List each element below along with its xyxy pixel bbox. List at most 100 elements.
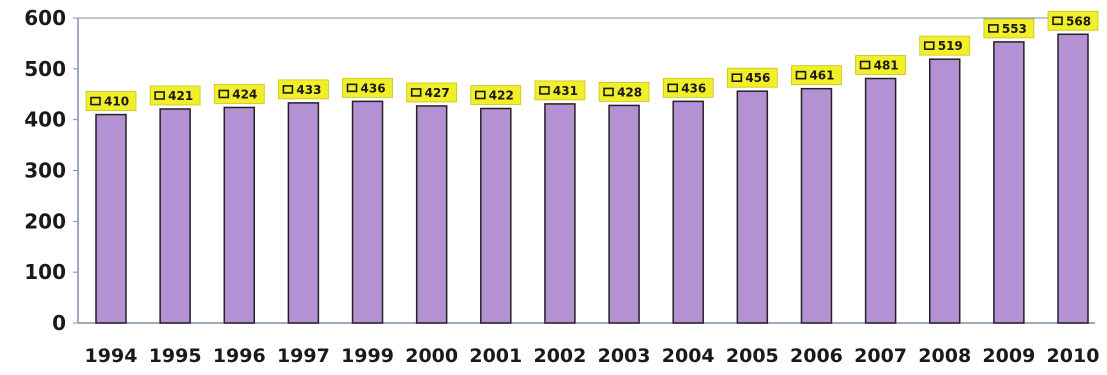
bar-2000	[415, 105, 448, 324]
bar-2008	[928, 58, 961, 324]
data-label-value: 461	[809, 69, 834, 83]
data-label-box	[470, 85, 522, 105]
data-label-1996: 424	[213, 84, 265, 104]
bar-1996	[223, 106, 256, 324]
data-label-value: 431	[553, 84, 578, 98]
legend-key-icon	[410, 88, 422, 97]
x-tick-label: 2000	[405, 345, 458, 367]
bar-2003	[608, 104, 640, 324]
data-labels-layer: 410 421 424 433 436 427 422 431 428 436 456 461 481 5…	[85, 10, 1099, 111]
data-label-2001: 422	[470, 85, 522, 105]
legend-key-icon	[795, 70, 807, 80]
bar-1995	[159, 108, 191, 324]
legend-key-icon	[859, 60, 871, 70]
x-tick-label: 1994	[85, 345, 138, 367]
bar-2001	[480, 107, 512, 324]
data-label-value: 519	[938, 39, 963, 53]
data-label-box	[149, 85, 201, 106]
x-tick-label: 2005	[726, 345, 779, 367]
data-label-1995: 421	[149, 85, 201, 106]
data-label-box	[406, 82, 458, 103]
bar-2010	[1057, 33, 1089, 324]
bar-1999	[351, 100, 384, 324]
legend-key-icon	[282, 85, 294, 94]
x-tick-label: 2007	[854, 345, 907, 367]
data-label-value: 427	[425, 86, 450, 100]
bar-1994	[95, 113, 127, 324]
x-tick-label: 1995	[149, 345, 202, 367]
y-tick-label: 400	[24, 108, 66, 132]
bar-2007	[864, 77, 897, 324]
data-label-box	[983, 18, 1035, 39]
y-tick-label: 500	[24, 57, 66, 81]
x-tick-label: 2008	[918, 345, 971, 367]
data-label-box	[85, 91, 137, 111]
data-label-value: 433	[296, 83, 321, 97]
data-label-2009: 553	[983, 18, 1035, 39]
data-label-value: 428	[617, 85, 642, 99]
data-label-2005: 456	[726, 67, 778, 88]
x-tick-label: 2004	[662, 345, 715, 367]
data-label-1994: 410	[85, 91, 137, 111]
data-label-2004: 436	[662, 77, 714, 98]
data-label-2002: 431	[534, 80, 586, 101]
x-tick-label: 1996	[213, 345, 266, 367]
legend-key-icon	[90, 96, 101, 106]
data-label-value: 421	[168, 89, 193, 103]
bar-2009	[993, 41, 1025, 324]
data-label-box	[662, 77, 714, 98]
bar-2004	[672, 100, 704, 324]
data-label-value: 436	[681, 81, 706, 95]
legend-key-icon	[1052, 16, 1063, 26]
data-label-box	[534, 80, 586, 101]
legend-key-icon	[923, 41, 935, 50]
bars-layer	[95, 33, 1089, 324]
data-label-value: 456	[745, 71, 770, 85]
legend-key-icon	[603, 87, 614, 97]
legend-key-icon	[988, 24, 999, 33]
data-label-value: 553	[1002, 22, 1027, 36]
data-label-value: 568	[1066, 14, 1091, 28]
x-tick-label: 2010	[1047, 345, 1100, 367]
bar-2005	[736, 90, 769, 324]
data-label-2008: 519	[919, 35, 971, 56]
data-label-2003: 428	[598, 82, 650, 102]
data-label-value: 481	[874, 58, 899, 72]
data-label-value: 424	[232, 87, 257, 101]
data-label-box	[726, 67, 778, 88]
data-label-2006: 461	[791, 65, 842, 86]
data-label-box	[342, 77, 393, 98]
data-label-box	[855, 55, 906, 75]
x-tick-label: 1997	[277, 345, 330, 367]
legend-key-icon	[667, 83, 679, 93]
legend-key-icon	[731, 73, 743, 82]
y-tick-label: 200	[24, 209, 66, 233]
y-ticks-layer: 0 100 200 300 400 500 600	[24, 6, 78, 335]
data-label-box	[919, 35, 971, 56]
data-label-box	[598, 82, 650, 102]
legend-key-icon	[346, 83, 358, 93]
data-label-box	[1047, 10, 1099, 31]
legend-key-icon	[218, 89, 230, 99]
x-tick-label: 2002	[533, 345, 586, 367]
legend-key-icon	[539, 86, 550, 95]
bar-2002	[544, 103, 576, 324]
data-label-box	[791, 65, 842, 86]
data-label-2010: 568	[1047, 10, 1099, 31]
legend-key-icon	[154, 91, 165, 100]
data-label-value: 410	[104, 95, 129, 109]
x-ticks-layer: 1994 1995 1996 1997 1999 2000 2001 2002 2003 2004…	[85, 345, 1100, 367]
data-label-2007: 481	[855, 55, 906, 75]
data-label-1997: 433	[277, 79, 329, 100]
data-label-value: 422	[489, 88, 514, 102]
x-tick-label: 2006	[790, 345, 843, 367]
y-tick-label: 300	[24, 159, 66, 183]
bar-1997	[287, 102, 320, 324]
y-tick-label: 100	[24, 260, 66, 284]
y-tick-label: 600	[24, 6, 66, 30]
y-tick-label: 0	[52, 311, 66, 335]
data-label-1999: 436	[342, 77, 393, 98]
data-label-2000: 427	[406, 82, 458, 103]
